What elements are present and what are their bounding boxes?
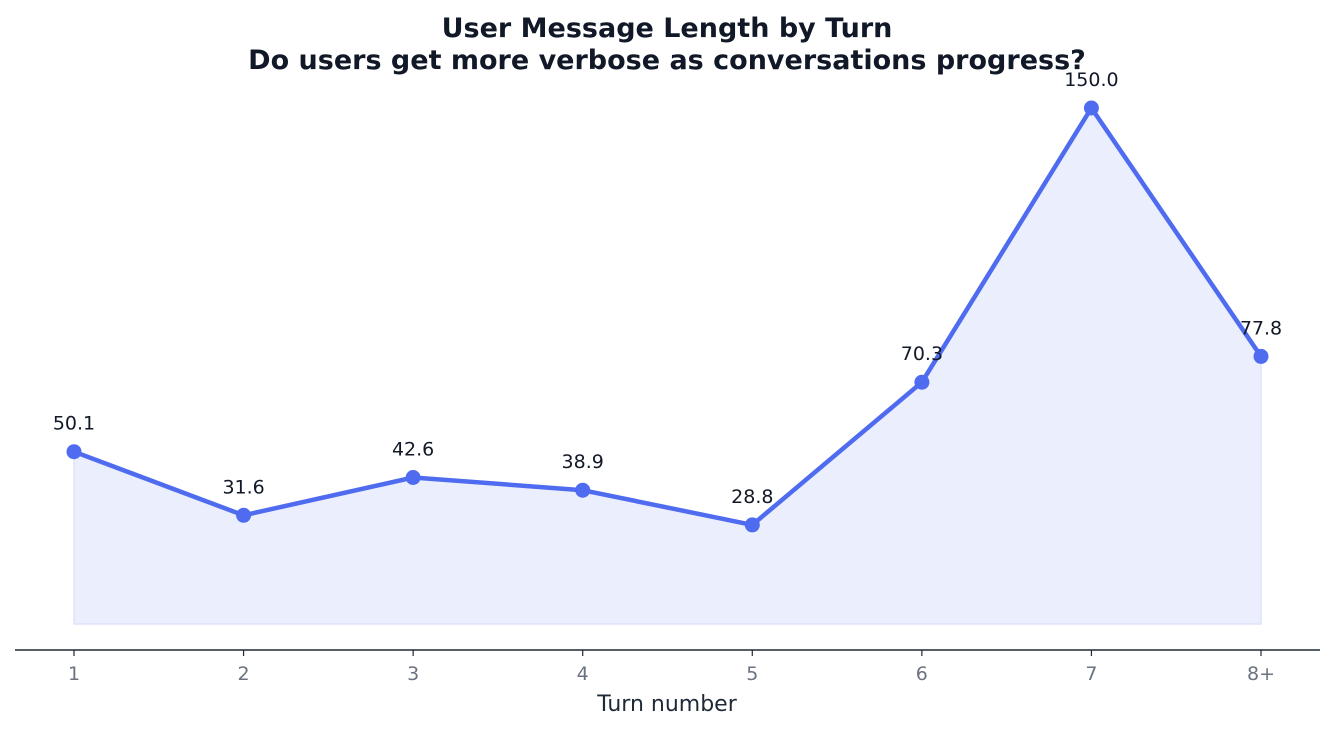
x-tick-label: 4 [577, 663, 589, 685]
data-label: 42.6 [392, 439, 434, 461]
data-point-layer [66, 100, 1269, 533]
data-point [236, 507, 252, 523]
data-point [744, 517, 760, 533]
data-label: 28.8 [731, 486, 773, 508]
x-tick-label: 1 [68, 663, 80, 685]
x-axis-label: Turn number [596, 692, 737, 717]
data-point [575, 482, 591, 498]
series-line-layer [71, 105, 1264, 528]
chart-subtitle: Do users get more verbose as conversatio… [248, 45, 1086, 76]
data-label: 31.6 [222, 476, 264, 498]
data-point [66, 444, 82, 460]
x-tick-label: 3 [407, 663, 419, 685]
data-label-layer: 50.1 31.6 42.6 38.9 28.8 70.3 150.0 77.8 [53, 69, 1282, 508]
data-point [1253, 348, 1269, 364]
x-axis-ticks: 1 2 3 4 5 6 7 8+ [68, 650, 1275, 685]
chart-title: User Message Length by Turn [442, 13, 893, 44]
x-tick-label: 7 [1085, 663, 1097, 685]
area-fill [73, 106, 1262, 625]
data-label: 50.1 [53, 413, 95, 435]
data-point [914, 374, 930, 390]
area-fill-layer [73, 106, 1262, 625]
data-label: 77.8 [1240, 317, 1282, 339]
data-point [1083, 100, 1099, 116]
data-label: 38.9 [562, 451, 604, 473]
x-tick-label: 8+ [1247, 663, 1275, 685]
data-label: 150.0 [1064, 69, 1118, 91]
x-tick-label: 2 [238, 663, 250, 685]
data-point [405, 470, 421, 485]
data-label: 70.3 [901, 343, 943, 365]
series-line [71, 105, 1264, 528]
x-tick-label: 6 [916, 663, 928, 685]
x-tick-label: 5 [746, 663, 758, 685]
